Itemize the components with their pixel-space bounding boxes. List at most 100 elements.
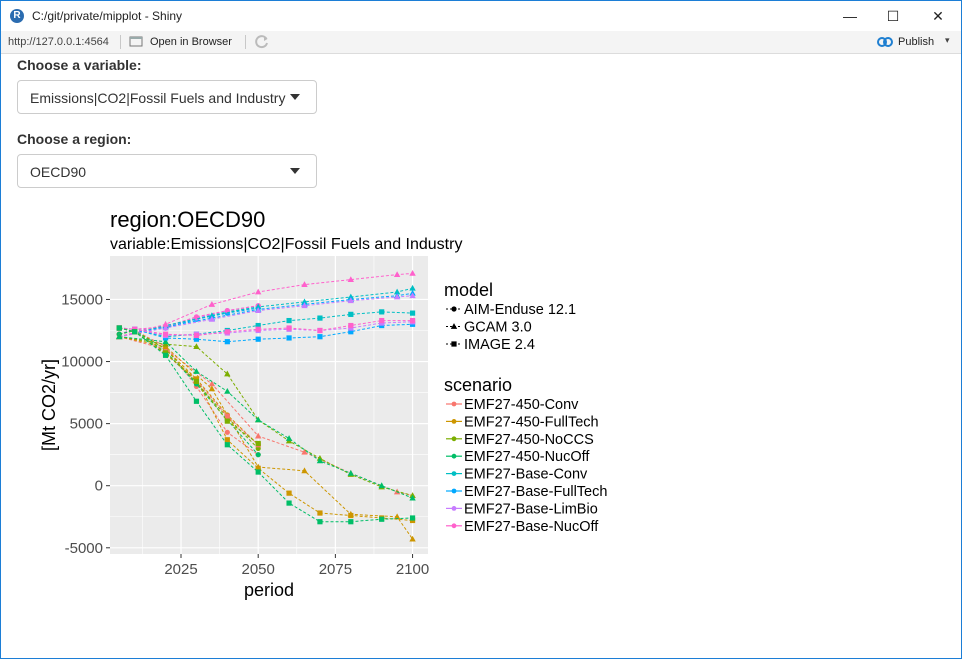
variable-select[interactable]: Emissions|CO2|Fossil Fuels and Industry [17,80,317,114]
data-point [224,308,230,314]
legend-model-title: model [444,280,493,300]
data-point [317,334,323,340]
maximize-button[interactable]: ☐ [886,8,900,24]
series-path [119,327,413,523]
series-layer [116,269,416,542]
data-point [193,378,200,385]
data-point [348,519,354,525]
legend-scenario-label: EMF27-Base-FullTech [464,484,607,500]
data-point [224,370,231,377]
data-point [162,331,169,337]
data-point [409,535,416,542]
plot-subtitle: variable:Emissions|CO2|Fossil Fuels and … [110,236,462,253]
legend-scenario-marker [451,506,457,511]
legend-model-label: AIM-Enduse 12.1 [464,302,576,318]
series-path [119,329,259,456]
legend-model-marker [450,323,458,329]
plot-title: region:OECD90 [110,207,265,232]
data-point [208,315,216,322]
series-path [119,336,413,499]
plot-legend: model scenario AIM-Enduse 12.1 GCAM 3.0IM… [444,280,607,535]
series-path [119,272,413,338]
data-point [317,327,323,334]
legend-model-marker [451,341,457,347]
data-point [393,513,401,520]
variable-select-value: Emissions|CO2|Fossil Fuels and Industry [30,90,286,106]
data-point [162,338,169,345]
data-point [193,343,200,350]
data-point [208,380,216,387]
series-path [119,329,259,449]
data-point [208,301,216,307]
y-tick-label: -5000 [65,540,103,557]
legend-scenario-label: EMF27-Base-Conv [464,467,588,483]
x-tick-label: 2025 [164,561,197,578]
series-path [119,292,413,338]
series-path [119,287,413,338]
plot-panel [110,256,428,554]
refresh-icon[interactable] [254,34,270,50]
legend-scenario-marker [451,401,457,407]
x-tick-label: 2075 [319,561,352,578]
data-point [255,469,261,475]
data-point [409,515,416,521]
series-path [119,336,413,497]
region-label: Choose a region: [17,131,132,147]
viewer-toolbar: http://127.0.0.1:4564 Open in Browser Pu… [1,31,961,54]
legend-scenario-marker [451,453,457,459]
series-path [119,327,259,444]
region-select[interactable]: OECD90 [17,154,317,188]
legend-scenario-marker [451,419,457,424]
data-point [208,385,216,392]
emissions-plot: region:OECD90 variable:Emissions|CO2|Fos… [39,207,607,600]
data-point [255,440,261,447]
data-point [348,512,354,519]
data-point [224,329,230,335]
minimize-button[interactable]: — [843,8,857,24]
publish-icon[interactable] [877,35,893,49]
data-point [254,288,262,295]
data-point [193,332,200,339]
data-point [317,510,323,516]
data-point [224,339,230,345]
publish-button[interactable]: Publish [898,36,935,48]
data-point [316,457,324,464]
data-point [162,324,169,331]
data-point [162,320,169,327]
data-point [224,387,231,394]
legend-scenario-label: EMF27-Base-LimBio [464,501,598,517]
data-point [254,432,262,439]
data-point [378,482,385,489]
variable-label: Choose a variable: [17,57,142,73]
region-select-value: OECD90 [30,164,87,180]
x-axis-label: period [244,580,294,600]
data-point [348,322,354,329]
open-in-browser-button[interactable]: Open in Browser [150,36,232,48]
data-point [409,292,416,299]
window-title: C:/git/private/mipplot - Shiny [32,9,183,23]
series-path [119,336,414,540]
data-point [347,276,355,282]
data-point [255,322,261,329]
data-point [347,297,355,304]
publish-dropdown-caret[interactable]: ▾ [945,35,950,45]
legend-model-label: IMAGE 2.4 [464,337,535,353]
series-line [116,333,416,501]
data-point [254,416,262,423]
toolbar-divider [120,35,121,49]
data-point [193,336,200,342]
close-button[interactable]: ✕ [932,8,944,24]
data-point [393,288,401,295]
data-point [254,307,262,314]
data-point [317,519,323,525]
legend-scenario-label: EMF27-450-NoCCS [464,432,594,448]
data-point [347,469,355,476]
data-point [409,269,416,276]
data-point [224,429,230,435]
chevron-down-icon [290,168,300,174]
data-point [409,310,416,316]
y-tick-label: 0 [95,478,103,495]
open-in-browser-icon[interactable] [129,35,143,48]
series-path [119,321,413,337]
